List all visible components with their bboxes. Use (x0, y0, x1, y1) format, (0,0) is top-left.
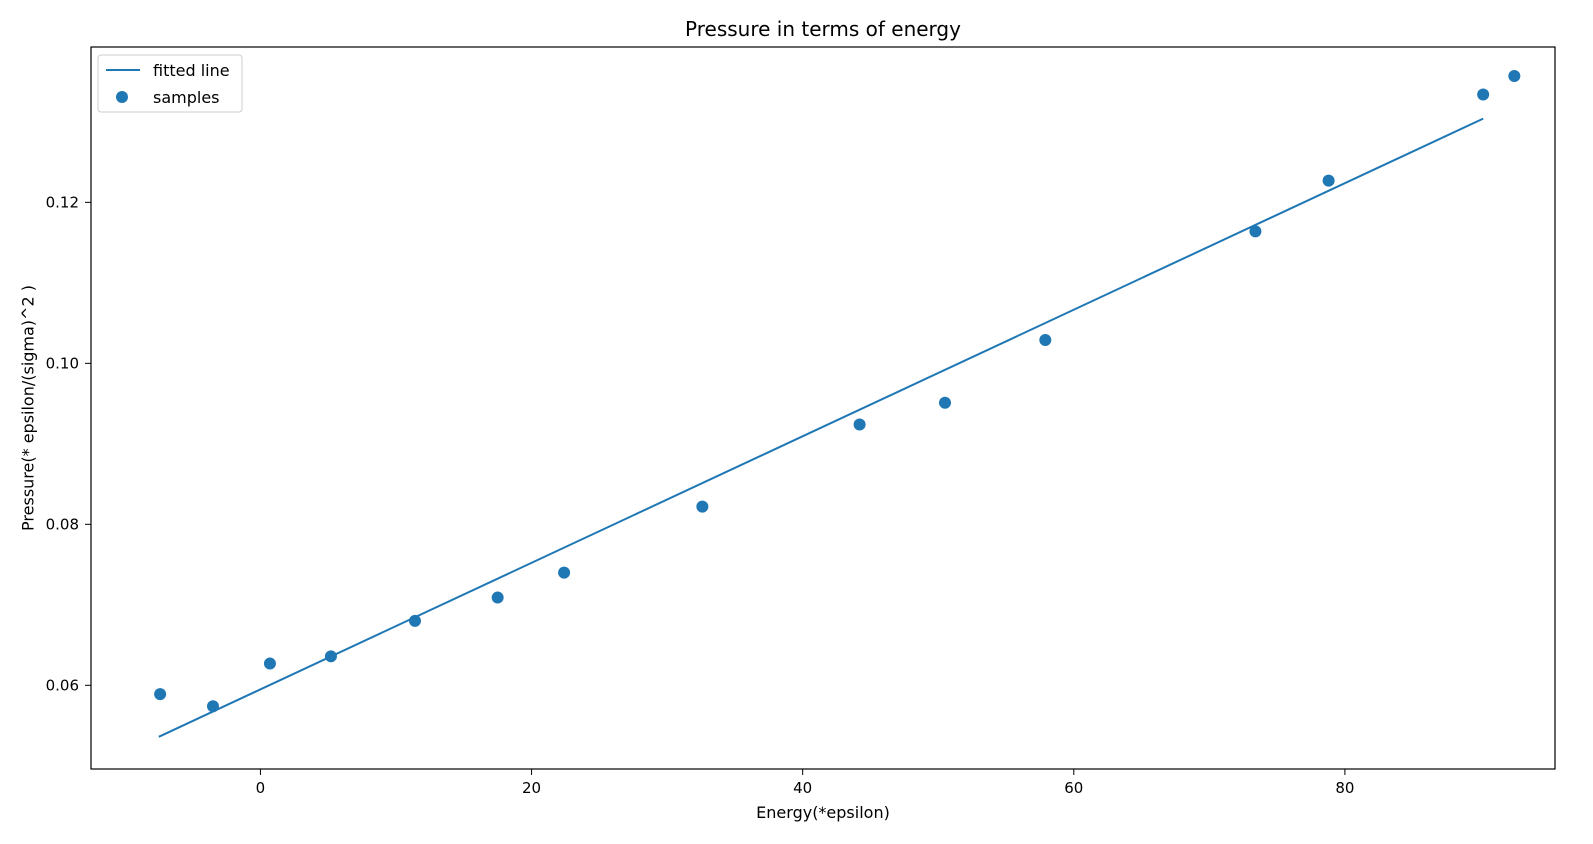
legend-label: samples (153, 88, 220, 107)
x-axis-title: Energy(*epsilon) (756, 803, 890, 822)
y-tick-label: 0.10 (46, 354, 79, 372)
x-tick-label: 60 (1064, 779, 1083, 797)
sample-point (207, 700, 219, 713)
legend: fitted line samples (97, 54, 243, 113)
sample-point (154, 688, 167, 701)
sample-point (1322, 174, 1335, 187)
sample-point (263, 657, 276, 670)
y-tick-label: 0.06 (46, 676, 79, 694)
chart-title: Pressure in terms of energy (685, 17, 961, 41)
series-layer (154, 69, 1521, 738)
sample-point (1039, 333, 1052, 346)
sample-point (696, 500, 709, 513)
sample-point (558, 566, 571, 579)
sample-point (1477, 88, 1490, 101)
fitted-line (158, 117, 1484, 738)
sample-point (1508, 69, 1521, 82)
y-tick-label: 0.12 (46, 193, 79, 211)
legend-label: fitted line (153, 61, 230, 80)
sample-point (491, 591, 504, 604)
y-axis-title: Pressure(* epsilon/(sigma)^2 ) (19, 285, 38, 531)
x-tick-label: 40 (793, 779, 812, 797)
x-tick-label: 20 (522, 779, 541, 797)
y-tick-label: 0.08 (46, 515, 79, 533)
sample-point (408, 614, 421, 627)
x-axis-ticks: 0 20 40 60 80 (256, 769, 1354, 797)
legend-marker-swatch (116, 91, 128, 103)
sample-point (324, 650, 337, 663)
sample-point (939, 396, 951, 409)
plot-area-frame (90, 46, 1556, 770)
x-tick-label: 0 (256, 779, 266, 797)
sample-point (853, 418, 866, 431)
y-axis-ticks: 0.06 0.08 0.10 0.12 (46, 193, 91, 694)
sample-point (1249, 225, 1262, 238)
x-tick-label: 80 (1335, 779, 1354, 797)
